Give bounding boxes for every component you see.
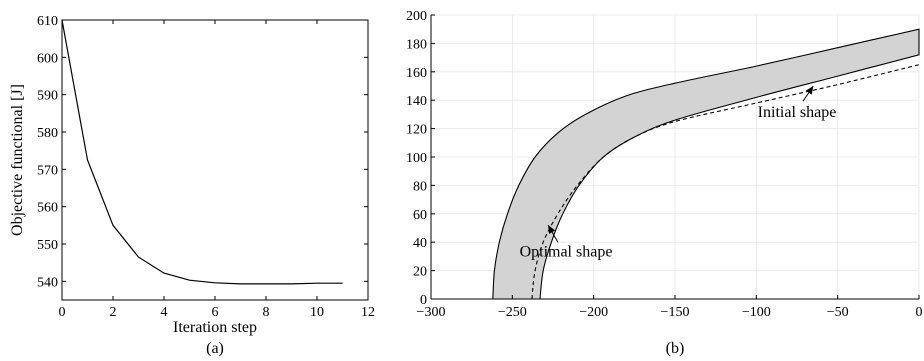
panel-a-x-tick-label: 2 [110,305,117,320]
panel-a-y-axis-label: Objective functional [J] [9,84,26,236]
panel-a-y-tick-label: 540 [37,275,58,290]
panel-b-x-tick-label: −200 [579,305,608,320]
panel-b-y-tick-label: 60 [413,208,427,223]
panel-b-annotations: Initial shape Optimal shape [520,85,837,260]
panel-a-x-axis-label: Iteration step [173,319,257,336]
panel-a-x-tick-label: 4 [161,305,168,320]
panel-a-y-tick-label: 600 [37,51,58,66]
panel-a-caption: (a) [206,340,224,357]
panel-b-initial-shape-line [531,64,920,300]
panel-b-y-tick-label: 40 [413,236,427,251]
panel-b-x-tick-label: −50 [827,305,849,320]
panel-a-y-tick-label: 590 [37,89,58,104]
panel-a-x-tick-label: 0 [59,305,66,320]
panel-a-objective-chart: 0 2 4 6 8 10 12 540 550 560 570 580 590 600 610 Itera… [9,14,375,357]
panel-b-annotation-label: Initial shape [758,104,837,121]
panel-a-x-tick-label: 6 [212,305,219,320]
panel-b-y-tick-label: 20 [413,265,427,280]
panel-b-x-tick-label: −100 [742,305,771,320]
panel-b-y-tick-label: 80 [413,179,427,194]
panel-a-y-tick-label: 550 [37,238,58,253]
panel-b-x-ticks: −300 −250 −200 −150 −100 −50 0 [417,295,923,320]
panel-b-annotation-arrow-head [548,225,556,234]
panel-b-optimal-shape-band [492,28,920,300]
panel-a-x-tick-label: 10 [310,305,324,320]
panel-a-y-ticks: 540 550 560 570 580 590 600 610 [37,14,368,290]
panel-a-y-tick-label: 560 [37,201,58,216]
panel-b-caption: (b) [666,340,685,357]
panel-b-y-tick-label: 200 [406,9,427,24]
panel-b-y-tick-label: 160 [406,66,427,81]
panel-b-y-tick-label: 0 [420,293,427,308]
panel-b-y-tick-label: 100 [406,151,427,166]
panel-b-x-tick-label: −250 [498,305,527,320]
panel-a-y-tick-label: 610 [37,14,58,29]
panel-a-plot-frame [61,19,369,301]
panel-b-y-tick-label: 140 [406,94,427,109]
panel-a-y-tick-label: 570 [37,163,58,178]
panel-b-y-tick-label: 120 [406,123,427,138]
panel-a-y-tick-label: 580 [37,126,58,141]
panel-a-x-tick-label: 12 [361,305,375,320]
panel-b-shape-chart: −300 −250 −200 −150 −100 −50 0 0 20 40 60 80 100 120… [406,9,923,357]
panel-b-x-tick-label: −150 [661,305,690,320]
panel-b-annotation-arrow-head [805,86,814,95]
panel-a-objective-line [61,19,343,285]
panel-b-annotation-label: Optimal shape [520,243,613,260]
panel-a-x-tick-label: 8 [263,305,270,320]
panel-b-y-ticks: 0 20 40 60 80 100 120 140 160 180 200 [406,9,435,308]
panel-a-x-ticks: 0 2 4 6 8 10 12 [59,20,375,320]
panel-b-x-tick-label: −300 [417,305,446,320]
panel-b-y-tick-label: 180 [406,37,427,52]
panel-b-x-tick-label: 0 [916,305,923,320]
